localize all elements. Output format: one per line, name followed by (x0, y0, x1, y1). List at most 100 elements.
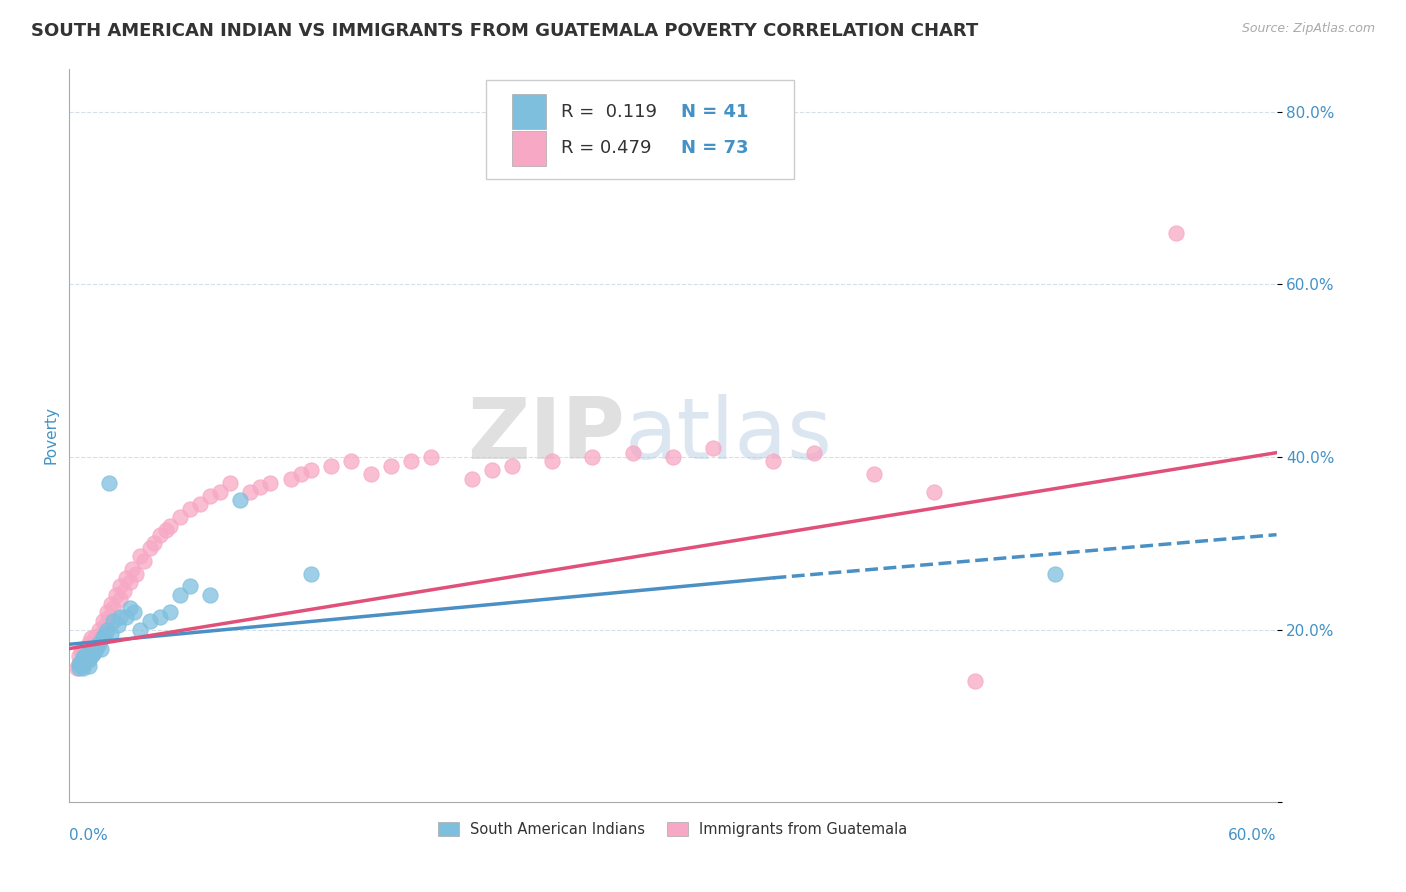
Point (360, 467, 382, 482)
Point (79, 635, 101, 649)
Point (79, 644, 101, 658)
Point (75, 653, 97, 667)
Point (76, 640, 98, 654)
Text: 0.0%: 0.0% (69, 828, 108, 843)
Point (229, 493, 252, 508)
Point (72, 657, 94, 672)
Point (107, 618, 129, 632)
Point (89, 635, 111, 649)
Point (662, 450, 685, 464)
Point (98, 475, 121, 490)
Point (70, 644, 93, 658)
Point (380, 458, 402, 473)
Text: R =  0.119: R = 0.119 (561, 103, 657, 120)
Point (501, 458, 523, 473)
Point (66, 661, 89, 675)
Point (1043, 566, 1066, 581)
Point (84, 644, 107, 658)
Point (118, 575, 141, 590)
Point (86, 635, 108, 649)
Point (96, 623, 118, 637)
Point (75, 648, 97, 663)
Point (100, 627, 122, 641)
Point (118, 601, 141, 615)
Point (155, 524, 177, 538)
Point (114, 571, 136, 585)
Text: 60.0%: 60.0% (1227, 828, 1277, 843)
Point (108, 592, 131, 607)
Point (280, 472, 302, 486)
Point (128, 549, 150, 564)
Point (103, 601, 125, 615)
Point (149, 609, 172, 624)
Point (481, 463, 503, 477)
Point (132, 553, 155, 567)
Point (72, 641, 94, 656)
Point (179, 579, 201, 593)
Point (67, 657, 90, 672)
Point (863, 467, 886, 482)
Point (93, 614, 115, 628)
Y-axis label: Poverty: Poverty (44, 407, 58, 465)
Text: atlas: atlas (624, 394, 832, 477)
Point (138, 541, 160, 555)
Point (72, 661, 94, 675)
Point (319, 458, 342, 473)
Point (80, 632, 103, 646)
Point (169, 510, 191, 524)
Point (924, 484, 946, 499)
Point (104, 588, 127, 602)
Point (1164, 226, 1187, 240)
Point (93, 630, 115, 644)
Point (80, 648, 103, 663)
Point (90, 627, 112, 641)
Point (159, 606, 181, 620)
Point (142, 536, 165, 550)
Point (89, 623, 111, 637)
Point (70, 659, 93, 673)
FancyBboxPatch shape (485, 79, 793, 178)
Point (80, 644, 103, 658)
FancyBboxPatch shape (512, 131, 546, 166)
Point (70, 659, 93, 673)
Point (79, 647, 101, 661)
Text: R = 0.479: R = 0.479 (561, 139, 651, 158)
Point (79, 653, 101, 667)
Point (100, 597, 122, 611)
Point (124, 566, 146, 581)
Point (621, 445, 644, 459)
Text: N = 41: N = 41 (682, 103, 749, 120)
Point (762, 454, 785, 468)
Point (122, 606, 145, 620)
Point (75, 656, 97, 670)
Point (401, 454, 423, 468)
Point (112, 583, 135, 598)
Point (67, 648, 90, 663)
Text: Source: ZipAtlas.com: Source: ZipAtlas.com (1241, 22, 1375, 36)
FancyBboxPatch shape (512, 95, 546, 129)
Point (121, 562, 143, 576)
Point (108, 609, 131, 624)
Point (108, 579, 131, 593)
Point (72, 656, 94, 670)
Point (198, 489, 221, 503)
Point (80, 641, 103, 656)
Point (67, 661, 90, 675)
Point (963, 674, 986, 689)
Point (82, 641, 104, 656)
Legend: South American Indians, Immigrants from Guatemala: South American Indians, Immigrants from … (433, 816, 914, 843)
Point (581, 450, 603, 464)
Point (239, 484, 262, 499)
Point (94, 627, 117, 641)
Point (209, 484, 232, 499)
Point (76, 653, 98, 667)
Point (219, 475, 242, 490)
Text: N = 73: N = 73 (682, 139, 749, 158)
Point (84, 630, 107, 644)
Point (70, 655, 93, 669)
Point (90, 641, 112, 656)
Point (249, 480, 271, 494)
Point (299, 566, 322, 581)
Point (803, 445, 825, 459)
Point (76, 650, 98, 665)
